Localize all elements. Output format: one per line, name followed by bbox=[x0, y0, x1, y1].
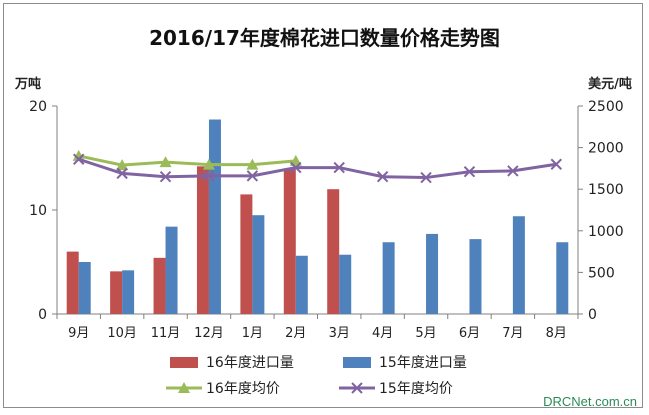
point-price-15 bbox=[290, 161, 302, 174]
chart-frame bbox=[3, 3, 643, 408]
bar-import-15 bbox=[165, 226, 178, 314]
bar-import-15 bbox=[382, 242, 395, 314]
line-price-15 bbox=[78, 157, 557, 180]
point-price-15 bbox=[420, 171, 432, 184]
point-price-15 bbox=[203, 170, 215, 182]
point-price-16 bbox=[159, 156, 172, 168]
legend-label: 16年度均价 bbox=[206, 381, 280, 397]
bar-import-15 bbox=[122, 270, 135, 314]
bar-import-16 bbox=[110, 271, 123, 314]
line-price-16 bbox=[78, 154, 296, 167]
x-tick-label: 6月 bbox=[459, 326, 480, 341]
point-price-15 bbox=[73, 153, 85, 165]
bar-import-16 bbox=[240, 194, 253, 314]
point-price-15 bbox=[550, 158, 562, 170]
y-left-tick-label: 0 bbox=[38, 307, 47, 323]
y-right-tick-label: 2000 bbox=[588, 141, 624, 157]
x-tick-label: 10月 bbox=[107, 326, 137, 341]
point-price-15 bbox=[246, 170, 259, 182]
x-tick-label: 9月 bbox=[68, 326, 89, 341]
point-price-15 bbox=[507, 165, 519, 177]
bar-import-15 bbox=[295, 255, 308, 314]
bar-import-16 bbox=[283, 168, 296, 314]
bar-import-15 bbox=[78, 262, 91, 314]
chart-title: 2016/17年度棉花进口数量价格走势图 bbox=[149, 26, 500, 50]
bar-import-15 bbox=[469, 239, 482, 314]
point-price-15 bbox=[116, 167, 128, 180]
watermark: DRCNet.com.cn bbox=[543, 394, 637, 409]
x-tick-label: 11月 bbox=[151, 326, 181, 341]
x-tick-label: 5月 bbox=[415, 326, 436, 341]
bar-import-15 bbox=[556, 242, 569, 314]
legend-label: 15年度均价 bbox=[379, 381, 453, 397]
point-price-15 bbox=[333, 161, 345, 174]
point-price-15 bbox=[376, 171, 389, 183]
point-price-15 bbox=[159, 171, 172, 183]
y-right-tick-label: 500 bbox=[588, 265, 615, 281]
y-right-tick-label: 1000 bbox=[588, 224, 624, 240]
bar-import-16 bbox=[153, 257, 166, 314]
bar-import-16 bbox=[66, 251, 79, 314]
point-price-16 bbox=[72, 149, 85, 161]
bar-import-15 bbox=[252, 215, 265, 314]
y-right-tick-label: 2500 bbox=[588, 99, 624, 115]
legend-swatch-marker bbox=[178, 382, 190, 393]
bar-import-15 bbox=[512, 216, 525, 314]
bar-import-15 bbox=[426, 233, 439, 314]
y-right-axis-label: 美元/吨 bbox=[588, 76, 632, 92]
legend-swatch bbox=[343, 357, 371, 368]
point-price-16 bbox=[202, 158, 215, 170]
x-tick-label: 3月 bbox=[329, 326, 350, 341]
x-tick-label: 4月 bbox=[372, 326, 393, 341]
bar-import-16 bbox=[327, 189, 340, 314]
point-price-15 bbox=[463, 166, 476, 178]
y-left-tick-label: 20 bbox=[29, 99, 47, 115]
legend-swatch-marker bbox=[351, 382, 363, 394]
point-price-16 bbox=[246, 158, 259, 170]
bar-import-15 bbox=[339, 254, 352, 314]
x-tick-label: 1月 bbox=[242, 326, 263, 341]
y-left-axis-label: 万吨 bbox=[14, 76, 41, 92]
bar-import-15 bbox=[208, 119, 221, 315]
x-tick-label: 12月 bbox=[194, 326, 224, 341]
legend-label: 15年度进口量 bbox=[379, 355, 467, 371]
point-price-16 bbox=[116, 159, 129, 171]
legend-label: 16年度进口量 bbox=[206, 355, 294, 371]
x-tick-label: 7月 bbox=[502, 326, 523, 341]
legend-swatch bbox=[170, 357, 198, 368]
y-right-tick-label: 0 bbox=[588, 307, 597, 323]
x-tick-label: 8月 bbox=[546, 326, 567, 341]
x-tick-label: 2月 bbox=[285, 326, 306, 341]
y-right-tick-label: 1500 bbox=[588, 182, 624, 198]
y-left-tick-label: 10 bbox=[29, 203, 47, 219]
bar-import-16 bbox=[196, 166, 209, 314]
